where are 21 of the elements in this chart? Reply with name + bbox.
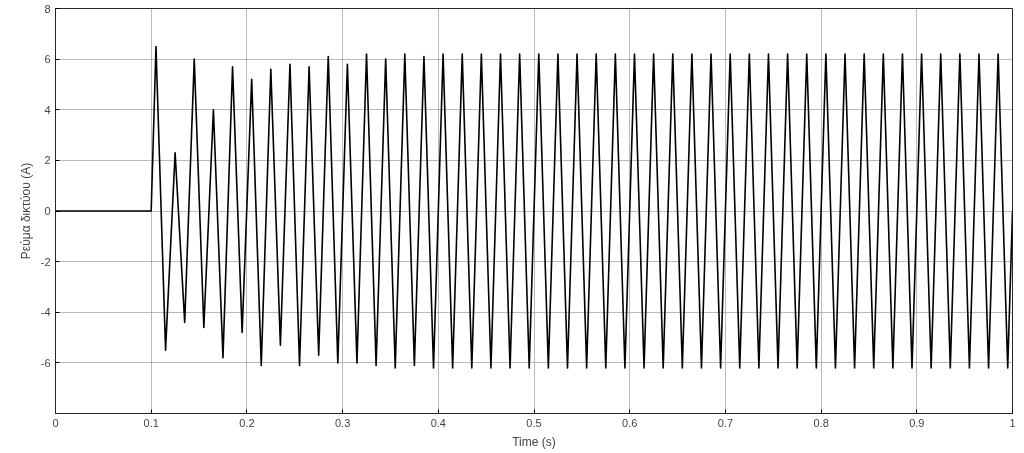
y-tick-label: -6 <box>40 356 51 369</box>
y-tick-label: 8 <box>44 2 51 15</box>
y-tick-label: -4 <box>40 306 51 319</box>
x-tick-label: 0.1 <box>143 416 159 429</box>
x-tick-label: 0.7 <box>717 416 734 429</box>
x-tick-label: 0.2 <box>239 416 255 429</box>
x-tick-label: 0.5 <box>526 416 542 429</box>
x-tick-label: 0.6 <box>622 416 638 429</box>
y-tick-label: 2 <box>44 154 51 167</box>
y-axis-title: Ρεύμα δικτύου (A) <box>18 162 33 260</box>
x-tick-label: 1 <box>1009 416 1016 429</box>
y-tick-label: -2 <box>40 255 51 268</box>
y-tick-label: 4 <box>44 103 51 116</box>
x-tick-label: 0.8 <box>813 416 829 429</box>
y-tick-label: 0 <box>44 205 51 217</box>
x-tick-label: 0.4 <box>430 416 446 429</box>
y-tick-label: 6 <box>44 53 51 66</box>
x-tick-label: 0.3 <box>334 416 351 429</box>
x-tick-label: 0.9 <box>909 416 925 429</box>
x-tick-label: 0 <box>52 416 59 429</box>
x-axis-title: Time (s) <box>512 434 556 449</box>
